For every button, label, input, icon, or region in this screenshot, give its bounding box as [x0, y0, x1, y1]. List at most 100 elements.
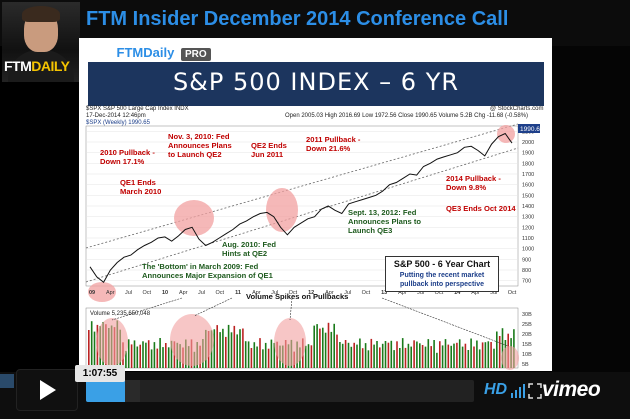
slide-header: S&P 500 INDEX – 6 YR — [88, 62, 544, 106]
channel-upper-line — [85, 123, 519, 249]
volume-bar — [219, 332, 221, 368]
progress-bar[interactable] — [86, 380, 474, 402]
volume-bar — [401, 338, 404, 368]
x-tick-label: Apr — [179, 290, 188, 296]
volume-bar — [444, 339, 447, 368]
channel-avatar[interactable]: FTMDAILY — [2, 2, 80, 82]
volume-bar — [381, 343, 384, 368]
annotation-qe3-plan: Sept. 13, 2012: Fed Announces Plans to L… — [348, 208, 421, 235]
x-tick-label: Jul — [344, 290, 351, 296]
volume-bar — [256, 346, 258, 368]
vol-pointer-1 — [111, 297, 183, 321]
vol-pointer-4 — [381, 297, 509, 347]
legend-subtitle: Putting the recent market pullback into … — [399, 272, 485, 288]
chart-ohlc: Open 2005.03 High 2016.69 Low 1972.56 Cl… — [285, 113, 529, 119]
volume-bar — [322, 327, 324, 368]
volume-bar — [225, 336, 227, 368]
volume-bar — [367, 350, 370, 368]
volume-bar — [93, 331, 96, 368]
uploader-line: from FTMDaily PRO — [84, 45, 211, 65]
channel-lower-line — [85, 147, 519, 283]
taskbar-icon — [0, 374, 14, 388]
volume-bar — [424, 346, 427, 368]
volume-bar — [473, 346, 475, 368]
from-prefix: from — [84, 45, 113, 60]
volume-bar — [88, 330, 90, 368]
player-side-gutter — [552, 46, 630, 372]
volume-bar — [244, 341, 247, 368]
volume-bar — [364, 343, 367, 368]
y-tick-label: 1400 — [522, 204, 534, 210]
volume-tick-label: 30B — [522, 312, 532, 318]
vimeo-logo[interactable]: vimeo — [542, 378, 601, 401]
fullscreen-icon[interactable] — [528, 383, 542, 399]
y-tick-label: 900 — [522, 257, 531, 263]
volume-bar — [373, 344, 375, 368]
volume-bar — [236, 334, 238, 368]
volume-bar — [336, 334, 338, 368]
volume-bar — [393, 350, 395, 368]
x-tick-label: Apr — [252, 290, 261, 296]
volume-bar — [433, 340, 435, 368]
annotation-2014-pullback: 2014 Pullback - Down 9.8% — [446, 174, 501, 192]
volume-bar — [501, 328, 504, 368]
annotation-text: Aug. 2010: Fed Hints at QE2 — [222, 240, 277, 258]
volume-bar — [145, 342, 147, 368]
volume-bar — [242, 328, 244, 368]
vol-spike-2-circle — [170, 314, 214, 366]
volume-bar — [427, 339, 430, 368]
volume-bar — [139, 344, 141, 368]
price-tag-box — [518, 124, 540, 133]
x-tick-label: Apr — [106, 290, 115, 296]
y-tick-label: 1200 — [522, 225, 534, 231]
annotation-text: Nov. 3, 2010: Fed Announces Plans to Lau… — [168, 132, 232, 159]
played-fill — [86, 380, 125, 402]
volume-bar — [496, 331, 498, 368]
volume-bar — [307, 344, 310, 368]
volume-bar — [404, 347, 407, 368]
volume-icon[interactable] — [510, 383, 526, 399]
volume-bar — [316, 324, 318, 368]
volume-bar — [481, 342, 484, 368]
volume-tick-label: 15B — [522, 342, 532, 348]
volume-bar — [170, 340, 173, 368]
volume-bar — [250, 348, 253, 368]
volume-bar — [413, 340, 415, 368]
volume-tick-label: 20B — [522, 332, 532, 338]
x-tick-label: 11 — [235, 290, 241, 296]
current-time-badge: 1:07:55 — [75, 365, 125, 382]
volume-bar — [347, 342, 350, 368]
volume-bar — [478, 349, 481, 368]
x-tick-label: Jul — [271, 290, 278, 296]
volume-bar — [230, 332, 233, 368]
x-tick-label: Apr — [325, 290, 334, 296]
volume-bar — [150, 349, 153, 368]
volume-bar — [493, 348, 495, 368]
volume-bar — [333, 323, 335, 368]
y-tick-label: 1800 — [522, 161, 534, 167]
volume-bar — [416, 341, 418, 368]
volume-bar — [441, 345, 444, 368]
volume-bar — [376, 341, 378, 368]
y-tick-label: 2000 — [522, 140, 534, 146]
hd-toggle[interactable]: HD — [484, 381, 508, 398]
volume-bar — [379, 347, 381, 368]
volume-bar — [387, 342, 390, 368]
volume-tick-label: 10B — [522, 352, 532, 358]
x-tick-label: Oct — [289, 290, 298, 296]
volume-bar — [439, 341, 441, 368]
volume-bar — [350, 346, 353, 368]
vol-pointer-2 — [193, 297, 233, 317]
volume-bar — [153, 342, 156, 368]
volume-bar — [384, 341, 387, 368]
volume-bar — [399, 348, 401, 368]
video-title[interactable]: FTM Insider December 2014 Conference Cal… — [86, 8, 509, 30]
volume-bar — [313, 325, 315, 368]
volume-bar — [407, 343, 410, 368]
x-tick-label: Apr — [398, 290, 407, 296]
volume-bar — [430, 346, 432, 368]
volume-bar — [476, 340, 478, 368]
x-tick-label: 13 — [381, 290, 387, 296]
volume-bar — [136, 346, 139, 368]
uploader-link[interactable]: FTMDaily — [116, 45, 175, 60]
